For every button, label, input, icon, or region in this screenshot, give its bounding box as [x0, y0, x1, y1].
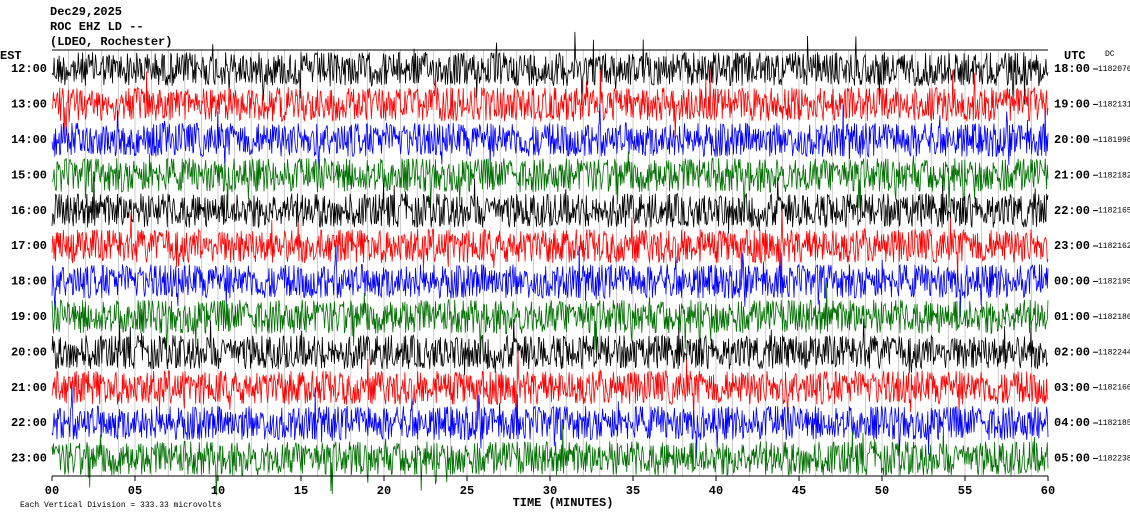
utc-label: 04:00	[1054, 416, 1090, 430]
utc-label: 03:00	[1054, 381, 1090, 395]
dc-value: 1182076	[1098, 65, 1130, 74]
est-label: 17:00	[11, 239, 47, 253]
dc-value: 1182182	[1098, 171, 1130, 180]
title: Dec29,2025	[50, 5, 122, 19]
x-tick-label: 05	[128, 484, 142, 498]
utc-label: 20:00	[1054, 133, 1090, 147]
note: Each Vertical Division = 333.33 microvol…	[20, 501, 222, 510]
x-tick-label: 00	[45, 484, 59, 498]
header-backdrop	[48, 2, 173, 48]
trace	[51, 103, 1049, 173]
trace	[51, 209, 1049, 279]
traces	[51, 31, 1049, 496]
est-label: 18:00	[11, 275, 47, 289]
x-tick-label: 50	[875, 484, 889, 498]
trace	[51, 31, 1049, 106]
utc-label: 00:00	[1054, 275, 1090, 289]
utc-label: 23:00	[1054, 239, 1090, 253]
station: (LDEO, Rochester)	[50, 35, 172, 49]
left-axis-label: EST	[0, 49, 22, 63]
dc-label: DC	[1105, 50, 1115, 59]
est-label: 22:00	[11, 416, 47, 430]
est-label: 16:00	[11, 204, 47, 218]
dc-value: 1182185	[1098, 419, 1130, 428]
x-tick-label: 20	[377, 484, 391, 498]
dc-value: 1182244	[1098, 348, 1130, 357]
trace	[51, 176, 1049, 234]
subtitle: ROC EHZ LD --	[50, 20, 144, 34]
x-tick-label: 35	[626, 484, 640, 498]
trace	[51, 68, 1049, 139]
utc-label: 18:00	[1054, 62, 1090, 76]
est-label: 14:00	[11, 133, 47, 147]
right-axis-label: UTC	[1064, 49, 1086, 63]
trace	[51, 318, 1049, 376]
x-tick-label: 25	[460, 484, 474, 498]
x-tick-label: 60	[1041, 484, 1055, 498]
est-label: 13:00	[11, 98, 47, 112]
utc-label: 19:00	[1054, 98, 1090, 112]
dc-value: 1182165	[1098, 207, 1130, 216]
dc-value: 1181998	[1098, 136, 1130, 145]
dc-value: 1182186	[1098, 313, 1130, 322]
dc-value: 1182166	[1098, 384, 1130, 393]
x-tick-label: 10	[211, 484, 225, 498]
x-axis-label: TIME (MINUTES)	[513, 496, 614, 510]
trace	[51, 151, 1049, 213]
trace	[51, 386, 1049, 459]
dc-value: 1182238	[1098, 455, 1130, 464]
utc-label: 02:00	[1054, 345, 1090, 359]
dc-value: 1182131	[1098, 101, 1130, 110]
utc-label: 22:00	[1054, 204, 1090, 218]
trace	[51, 245, 1049, 317]
x-tick-label: 45	[792, 484, 806, 498]
est-label: 12:00	[11, 62, 47, 76]
utc-label: 01:00	[1054, 310, 1090, 324]
est-label: 21:00	[11, 381, 47, 395]
est-label: 15:00	[11, 168, 47, 182]
est-label: 20:00	[11, 345, 47, 359]
trace	[51, 282, 1049, 354]
trace	[51, 350, 1049, 421]
x-tick-label: 15	[294, 484, 308, 498]
x-tick-label: 55	[958, 484, 972, 498]
est-label: 23:00	[11, 452, 47, 466]
est-label: 19:00	[11, 310, 47, 324]
utc-label: 21:00	[1054, 168, 1090, 182]
utc-label: 05:00	[1054, 452, 1090, 466]
x-tick-label: 30	[543, 484, 557, 498]
dc-value: 1182162	[1098, 242, 1130, 251]
x-tick-label: 40	[709, 484, 723, 498]
dc-value: 1182195	[1098, 278, 1130, 287]
trace	[51, 424, 1049, 496]
